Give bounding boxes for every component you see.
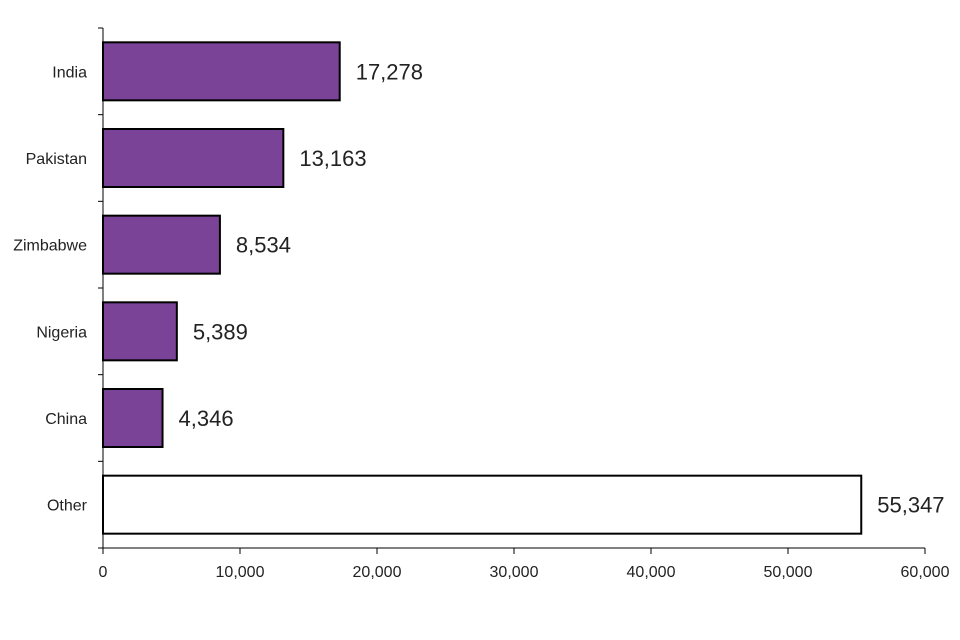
x-tick-label: 0 xyxy=(99,564,108,581)
bars-group xyxy=(102,41,863,535)
category-label-china: China xyxy=(45,411,87,428)
data-label-nigeria: 5,389 xyxy=(193,319,248,344)
x-tick-label: 50,000 xyxy=(764,564,813,581)
bar-india xyxy=(102,41,341,102)
x-tick-label: 30,000 xyxy=(490,564,539,581)
y-axis-ticks xyxy=(98,27,103,549)
bar-pakistan xyxy=(102,128,285,188)
bar-zimbabwe xyxy=(102,214,221,275)
data-label-india: 17,278 xyxy=(356,59,423,84)
data-label-other: 55,347 xyxy=(877,493,944,518)
data-label-china: 4,346 xyxy=(179,406,234,431)
category-labels: India Pakistan Zimbabwe Nigeria China Other xyxy=(13,64,87,514)
data-labels: 17,278 13,163 8,534 5,389 4,346 55,347 xyxy=(179,59,945,517)
bar-china xyxy=(102,388,164,448)
category-label-india: India xyxy=(52,64,87,81)
bar-nigeria xyxy=(102,301,178,362)
x-tick-label: 10,000 xyxy=(216,564,265,581)
x-tick-label: 60,000 xyxy=(901,564,950,581)
bar-other xyxy=(102,474,863,535)
axes xyxy=(102,28,925,549)
category-label-pakistan: Pakistan xyxy=(26,151,87,168)
data-label-zimbabwe: 8,534 xyxy=(236,233,291,258)
x-tick-label: 20,000 xyxy=(353,564,402,581)
x-axis-ticks xyxy=(102,548,926,554)
category-label-nigeria: Nigeria xyxy=(36,324,87,341)
x-axis-tick-labels: 0 10,000 20,000 30,000 40,000 50,000 60,000 xyxy=(99,564,950,581)
data-label-pakistan: 13,163 xyxy=(299,146,366,171)
category-label-other: Other xyxy=(47,498,88,515)
x-tick-label: 40,000 xyxy=(627,564,676,581)
category-label-zimbabwe: Zimbabwe xyxy=(13,238,87,255)
